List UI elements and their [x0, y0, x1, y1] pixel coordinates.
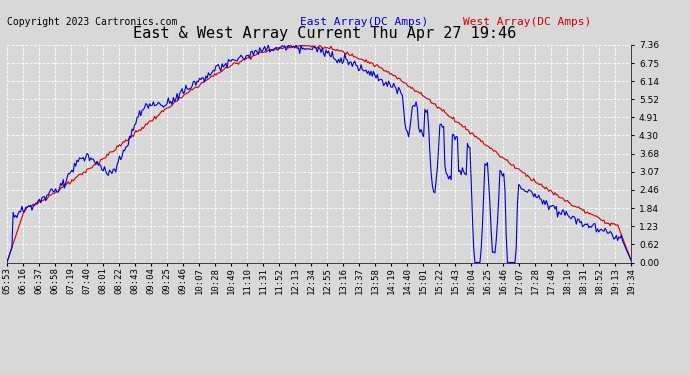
Text: West Array(DC Amps): West Array(DC Amps)	[463, 17, 591, 27]
Text: East & West Array Current Thu Apr 27 19:46: East & West Array Current Thu Apr 27 19:…	[132, 26, 516, 41]
Text: Copyright 2023 Cartronics.com: Copyright 2023 Cartronics.com	[7, 17, 177, 27]
Text: East Array(DC Amps): East Array(DC Amps)	[300, 17, 428, 27]
